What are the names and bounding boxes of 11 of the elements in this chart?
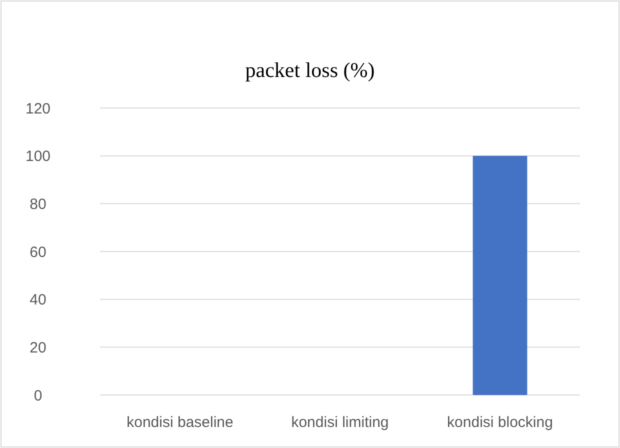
y-tick-label: 40 — [30, 292, 46, 309]
y-tick-label: 20 — [30, 339, 46, 356]
x-tick-label: kondisi baseline — [126, 414, 234, 431]
x-tick-label: kondisi limiting — [291, 414, 389, 431]
chart-title: packet loss (%) — [245, 58, 375, 82]
x-tick-label: kondisi blocking — [447, 414, 553, 431]
y-tick-label: 120 — [25, 100, 51, 118]
y-tick-label: 80 — [30, 196, 46, 213]
y-tick-label: 60 — [30, 244, 46, 261]
y-tick-label: 0 — [34, 387, 42, 404]
y-tick-label: 100 — [25, 148, 51, 166]
